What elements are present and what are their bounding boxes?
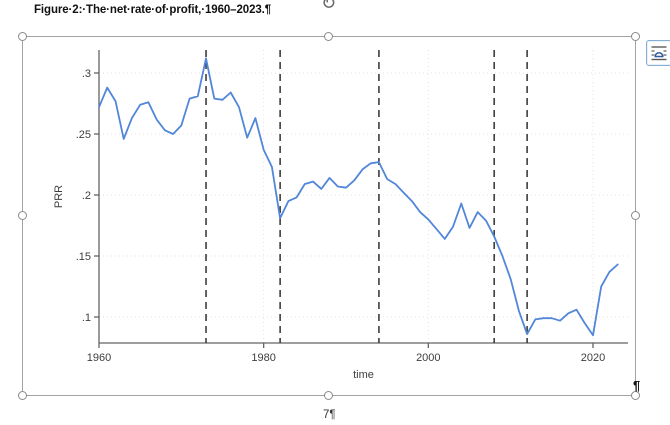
y-tick-label: .25 bbox=[76, 129, 91, 141]
x-axis-title: time bbox=[353, 369, 374, 381]
page-number-footer: 7¶ bbox=[323, 409, 336, 421]
selection-handle-middle-left[interactable] bbox=[18, 211, 27, 220]
y-tick-label: .2 bbox=[82, 190, 91, 202]
prr-line-series bbox=[98, 57, 619, 337]
selection-handle-middle-right[interactable] bbox=[631, 211, 640, 220]
selection-handle-top-center[interactable] bbox=[324, 32, 333, 41]
x-tick-label: 1960 bbox=[87, 352, 111, 364]
selection-handle-bottom-right[interactable] bbox=[631, 391, 640, 400]
x-tick-label: 2000 bbox=[416, 352, 440, 364]
layout-options-button[interactable] bbox=[646, 40, 670, 66]
selection-handle-top-right[interactable] bbox=[631, 32, 640, 41]
selection-handle-bottom-left[interactable] bbox=[18, 391, 27, 400]
layout-options-icon bbox=[651, 46, 667, 61]
y-tick-label: .15 bbox=[76, 251, 91, 263]
line-chart-figure[interactable]: .3 .25 .2 .15 .1 1960 1980 2000 2020 PRR time bbox=[22, 36, 636, 396]
selection-handle-bottom-center[interactable] bbox=[324, 391, 333, 400]
y-tick-label: .3 bbox=[82, 68, 91, 80]
x-tick-label: 2020 bbox=[581, 352, 605, 364]
selection-handle-top-left[interactable] bbox=[18, 32, 27, 41]
y-tick-label: .1 bbox=[82, 312, 91, 324]
rotate-handle-icon[interactable]: ↻ bbox=[321, 0, 337, 13]
x-tick-label: 1980 bbox=[251, 352, 275, 364]
paragraph-mark: ¶ bbox=[633, 378, 641, 393]
y-axis-title: PRR bbox=[53, 185, 65, 208]
figure-caption[interactable]: Figure·2:·The·net·rate·of·profit,·1960–2… bbox=[34, 4, 272, 16]
